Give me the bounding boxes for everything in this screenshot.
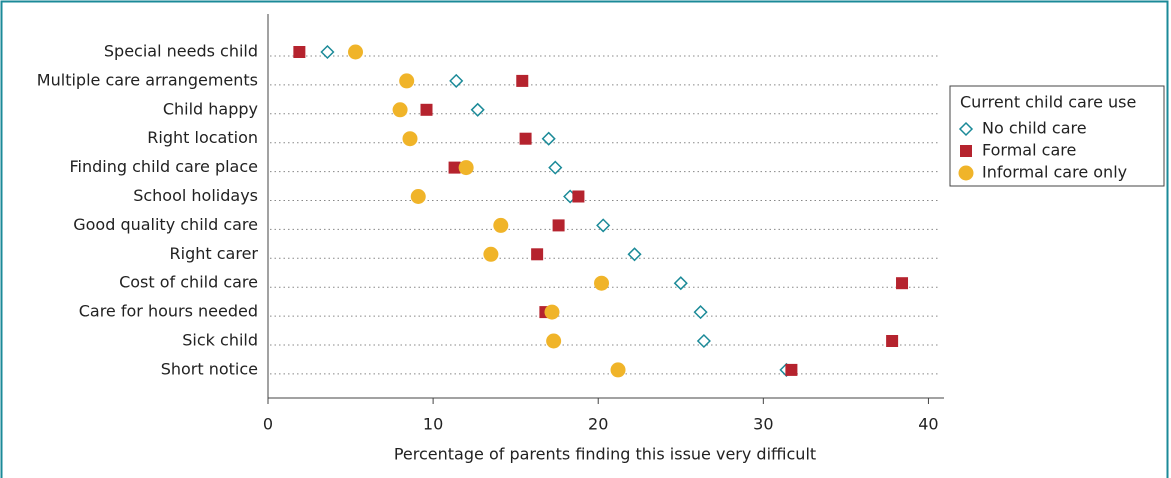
marker-formal <box>785 363 798 376</box>
category-label: Sick child <box>182 331 258 350</box>
marker-informal <box>544 304 560 320</box>
marker-informal <box>348 44 364 60</box>
marker-formal <box>293 46 306 58</box>
marker-formal <box>960 145 972 157</box>
category-label: Right location <box>147 128 258 147</box>
legend-label: No child care <box>982 119 1087 138</box>
x-axis-label: Percentage of parents finding this issue… <box>394 445 816 464</box>
x-tick-label: 20 <box>588 415 608 434</box>
marker-no-care <box>958 121 974 137</box>
x-tick-label: 0 <box>263 415 273 434</box>
marker-formal <box>886 335 899 347</box>
x-tick-label: 30 <box>753 415 773 434</box>
marker-informal <box>958 165 974 181</box>
marker-formal <box>531 248 544 261</box>
category-label: Good quality child care <box>73 215 258 234</box>
marker-formal <box>896 277 909 290</box>
category-label: Finding child care place <box>70 157 258 176</box>
marker-no-care <box>673 276 688 291</box>
x-tick-label: 10 <box>423 415 443 434</box>
category-label: Short notice <box>161 359 258 378</box>
category-label: School holidays <box>133 186 258 205</box>
legend-title: Current child care use <box>960 93 1136 112</box>
marker-no-care <box>548 160 563 175</box>
marker-informal <box>483 246 499 262</box>
marker-no-care <box>693 305 708 320</box>
marker-no-care <box>449 73 464 88</box>
legend-label: Informal care only <box>982 163 1127 182</box>
marker-informal <box>402 131 418 147</box>
marker-no-care <box>696 333 711 349</box>
marker-no-care <box>596 218 611 233</box>
marker-formal <box>516 74 529 87</box>
marker-formal <box>572 190 585 203</box>
marker-informal <box>458 160 474 176</box>
marker-informal <box>493 217 509 233</box>
category-label: Special needs child <box>104 42 258 61</box>
marker-formal <box>519 132 532 145</box>
x-tick-label: 40 <box>918 415 938 434</box>
legend-label: Formal care <box>982 141 1076 160</box>
marker-informal <box>546 333 562 349</box>
marker-informal <box>410 189 426 204</box>
category-label: Care for hours needed <box>79 302 258 321</box>
marker-formal <box>448 161 461 174</box>
marker-informal <box>392 102 408 118</box>
category-label: Cost of child care <box>119 273 258 292</box>
legend-box <box>949 85 1165 187</box>
marker-informal <box>399 73 415 89</box>
marker-no-care <box>541 131 556 146</box>
marker-no-care <box>320 44 335 60</box>
marker-informal <box>594 275 610 291</box>
category-label: Child happy <box>163 99 258 118</box>
marker-formal <box>420 103 433 116</box>
category-label: Multiple care arrangements <box>37 70 258 89</box>
marker-formal <box>552 219 565 232</box>
category-label: Right carer <box>170 244 259 263</box>
marker-no-care <box>627 247 642 262</box>
marker-no-care <box>470 102 485 117</box>
marker-informal <box>610 362 626 378</box>
